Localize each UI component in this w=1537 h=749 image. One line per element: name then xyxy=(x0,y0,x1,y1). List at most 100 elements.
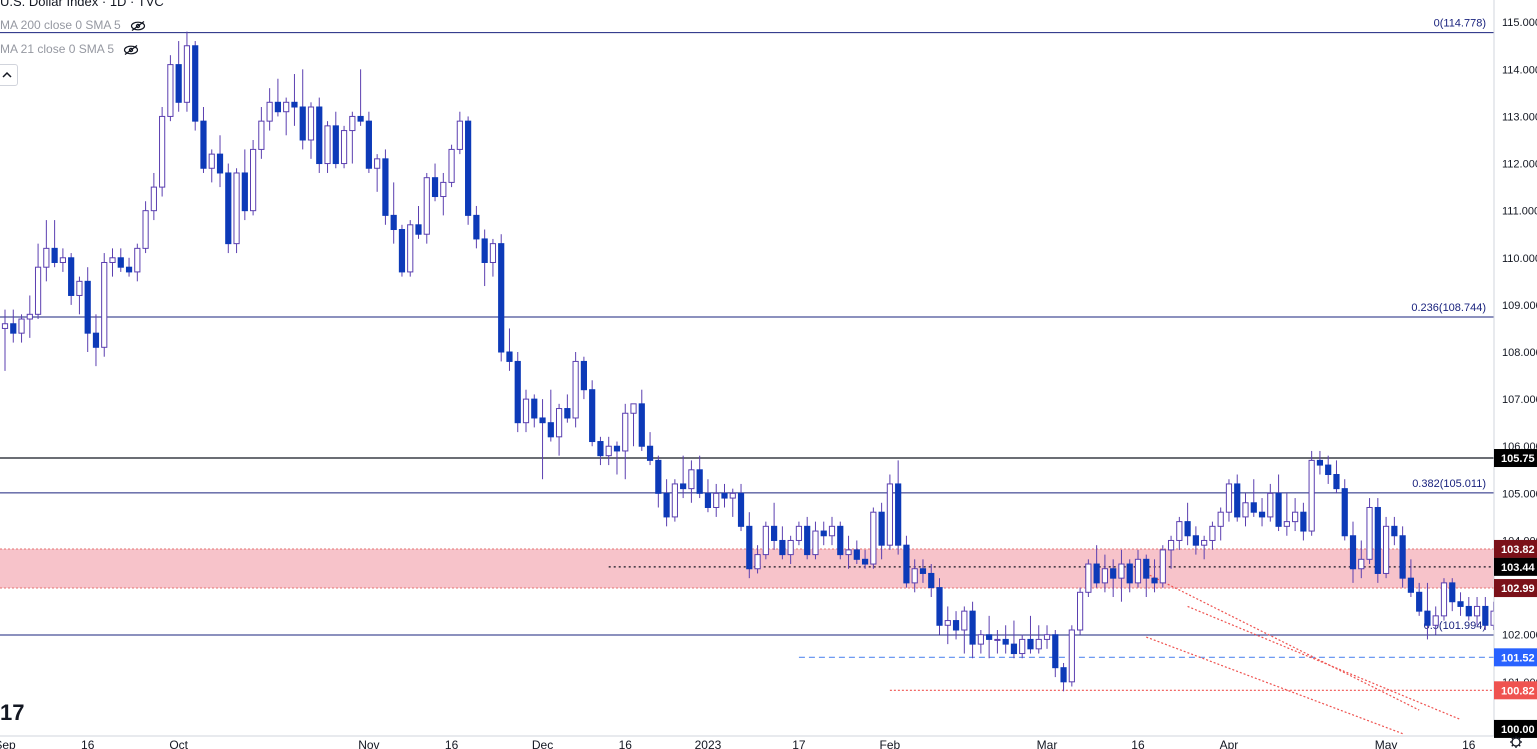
bullish-candle xyxy=(1283,493,1290,536)
bullish-candle xyxy=(101,253,108,357)
candle-body xyxy=(531,398,538,419)
candle-body xyxy=(159,115,166,188)
bearish-candle xyxy=(68,253,75,305)
candle-body xyxy=(274,101,282,113)
price-label-text: 102.99 xyxy=(1501,583,1535,595)
price-label-zone-top: 103.82 xyxy=(1494,539,1537,558)
bullish-candle xyxy=(448,144,455,188)
candle-body xyxy=(613,445,621,452)
price-label-low: 100.82 xyxy=(1494,681,1537,700)
bullish-candle xyxy=(142,201,149,254)
bullish-candle xyxy=(407,220,414,277)
bearish-candle xyxy=(225,163,232,254)
chevron-up-icon xyxy=(2,71,12,78)
gear-icon xyxy=(1510,736,1522,748)
candle-body xyxy=(43,247,50,268)
bullish-candle xyxy=(1035,625,1042,654)
candle-body xyxy=(1217,511,1224,527)
bearish-candle xyxy=(663,479,670,527)
tradingview-logo[interactable]: 17 xyxy=(0,700,25,725)
bearish-candle xyxy=(1300,502,1307,541)
candle-body xyxy=(589,389,596,443)
candle-body xyxy=(1052,634,1059,669)
candle-body xyxy=(473,214,480,240)
indicator-row-ma200[interactable]: MA 200 close 0 SMA 5 xyxy=(0,18,146,32)
candle-body xyxy=(952,620,960,631)
candle-body xyxy=(1374,506,1381,574)
candle-body xyxy=(316,106,323,165)
price-axis-background xyxy=(1494,0,1537,749)
bullish-candle xyxy=(1077,587,1084,635)
bullish-candle xyxy=(43,220,50,282)
candle-body xyxy=(465,120,472,216)
candle-body xyxy=(795,525,803,541)
bullish-candle xyxy=(729,488,736,517)
candle-body xyxy=(1176,521,1183,541)
bullish-candle xyxy=(1217,507,1224,541)
candle-body xyxy=(1093,563,1100,584)
bullish-candle xyxy=(1308,450,1315,536)
bearish-candle xyxy=(1010,620,1018,659)
indicator-row-ma21[interactable]: MA 21 close 0 SMA 5 xyxy=(0,42,139,56)
bullish-candle xyxy=(307,102,315,159)
bearish-candle xyxy=(746,512,753,579)
time-axis[interactable]: Sep 16 Oct Nov 16 Dec 16 2023 17 Feb Mar 16 Apr May 16 xyxy=(0,735,1494,749)
bearish-candle xyxy=(928,564,935,598)
candle-body xyxy=(481,238,488,263)
bullish-candle xyxy=(440,172,447,216)
bearish-candle xyxy=(1110,559,1117,598)
bearish-candle xyxy=(638,389,645,451)
chart-legend-title: U.S. Dollar Index · 1D · TVC xyxy=(0,0,164,9)
candle-body xyxy=(374,158,381,169)
eye-crossed-icon[interactable] xyxy=(130,20,146,31)
bearish-candle xyxy=(481,229,488,287)
bearish-candle xyxy=(771,502,778,550)
candle-body xyxy=(1391,525,1398,537)
bullish-candle xyxy=(622,403,629,480)
candle-body xyxy=(605,445,612,457)
bearish-candle xyxy=(1027,615,1034,654)
bearish-candle xyxy=(357,69,364,126)
candle-body xyxy=(332,125,339,165)
bearish-candle xyxy=(241,149,248,221)
bearish-candle xyxy=(680,455,687,499)
candle-body xyxy=(340,130,348,165)
candle-body xyxy=(192,45,199,122)
bearish-candle xyxy=(969,601,976,659)
bullish-candle xyxy=(630,403,637,447)
bearish-candle xyxy=(1407,559,1415,598)
price-axis[interactable]: 115.000 114.000 113.000 112.000 111.000 110.0… xyxy=(1493,0,1537,749)
candle-body xyxy=(142,210,149,249)
bearish-candle xyxy=(1449,578,1456,612)
bullish-candle xyxy=(812,521,819,560)
candle-body xyxy=(1234,483,1241,518)
price-tick-label: 112.000 xyxy=(1502,159,1537,171)
candle-body xyxy=(762,525,769,556)
legend-collapse-button[interactable] xyxy=(0,64,18,86)
bullish-candle xyxy=(762,521,769,560)
bearish-candle xyxy=(299,69,306,150)
candle-body xyxy=(771,525,778,541)
eye-crossed-icon[interactable] xyxy=(123,44,139,55)
bearish-candle xyxy=(853,540,860,565)
bullish-candle xyxy=(1085,559,1092,598)
candle-body xyxy=(663,492,670,518)
price-label-text: 100.00 xyxy=(1501,724,1535,736)
bearish-candle xyxy=(117,248,124,272)
fib-level-label: 0.236(108.744) xyxy=(1411,302,1486,314)
bullish-candle xyxy=(266,88,273,131)
candle-body xyxy=(903,544,910,584)
candle-body xyxy=(448,148,455,183)
candle-body xyxy=(861,558,869,565)
bearish-candle xyxy=(291,74,298,126)
candle-body xyxy=(961,610,968,631)
bullish-candle xyxy=(1,309,9,371)
bearish-candle xyxy=(589,380,596,447)
time-tick-label: 16 xyxy=(81,738,95,749)
candle-body xyxy=(696,469,703,494)
bullish-candle xyxy=(250,139,257,216)
bullish-candle xyxy=(944,606,951,645)
price-label-text: 103.82 xyxy=(1501,544,1535,556)
bullish-candle xyxy=(1242,493,1249,527)
